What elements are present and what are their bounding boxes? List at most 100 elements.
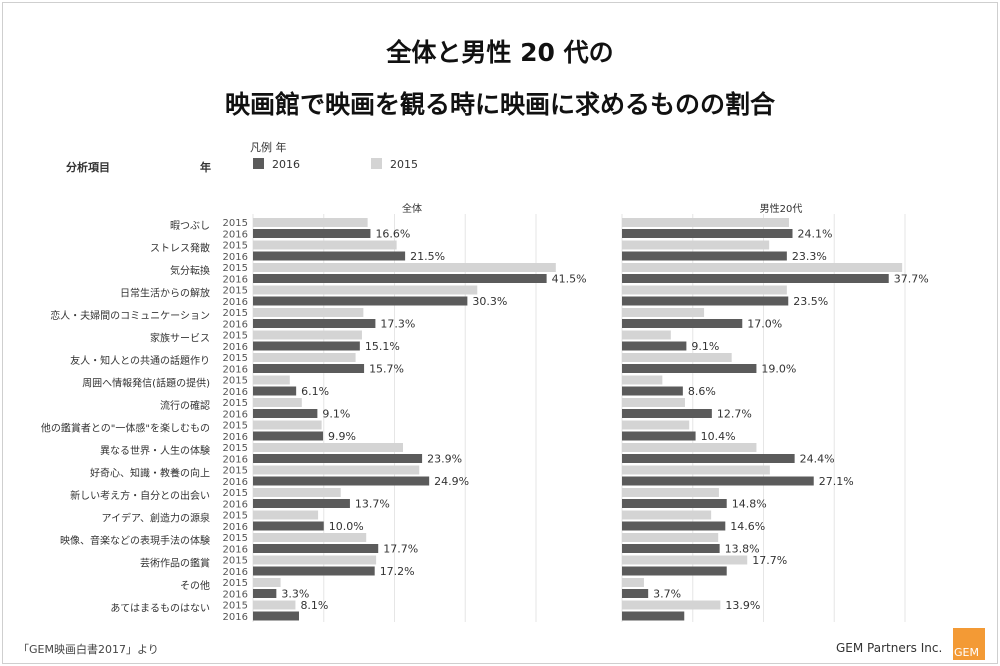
- header-analysis-item: 分析項目: [66, 161, 110, 174]
- bar-2016: [253, 274, 547, 283]
- bar-2016: [622, 296, 789, 306]
- year-tick-label: 2015: [223, 578, 248, 589]
- year-tick-label: 2015: [223, 556, 248, 567]
- bar-2015: [253, 263, 556, 272]
- year-tick-label: 2016: [223, 432, 248, 443]
- data-label: 37.7%: [894, 273, 929, 286]
- chart-title-line1: 全体と男性 20 代の: [386, 38, 614, 67]
- bar-2015: [622, 510, 712, 520]
- bar-2015: [253, 465, 420, 475]
- bar-2015: [622, 218, 789, 227]
- bar-2016: [253, 611, 299, 621]
- data-label: 17.2%: [380, 565, 415, 578]
- year-tick-label: 2015: [223, 241, 248, 252]
- year-tick-label: 2016: [223, 297, 248, 308]
- data-label: 8.6%: [688, 385, 716, 398]
- year-tick-label: 2015: [223, 218, 248, 229]
- data-label: 9.9%: [328, 430, 356, 443]
- bar-2016: [622, 409, 712, 418]
- bar-2016: [253, 319, 376, 328]
- category-label: 周囲へ情報発信(話題の提供): [82, 377, 210, 390]
- year-tick-label: 2015: [223, 286, 248, 297]
- year-tick-label: 2016: [223, 545, 248, 556]
- year-tick-label: 2016: [223, 230, 248, 241]
- bar-2016: [253, 454, 423, 463]
- bar-2016: [253, 544, 379, 553]
- category-label: 日常生活からの解放: [120, 287, 210, 300]
- data-label: 15.7%: [369, 363, 404, 376]
- year-tick-label: 2015: [223, 308, 248, 319]
- data-label: 23.5%: [793, 295, 828, 308]
- category-label: 異なる世界・人生の体験: [100, 444, 210, 457]
- category-label: あてはまるものはない: [110, 603, 210, 615]
- bar-chart: 全体 16.6%21.5% 41.5% 30.3% 17.3% 15.1% 15.7% 6.1…: [41, 202, 929, 623]
- year-tick-label: 2016: [223, 365, 248, 376]
- year-tick-label: 2016: [223, 275, 248, 286]
- bar-2016: [622, 454, 795, 463]
- year-tick-label: 2015: [223, 488, 248, 499]
- year-tick-label: 2016: [223, 252, 248, 263]
- year-tick-label: 2015: [223, 511, 248, 522]
- bar-2016: [253, 229, 371, 238]
- data-label: 14.6%: [730, 520, 765, 533]
- year-tick-label: 2016: [223, 522, 248, 533]
- year-tick-label: 2016: [223, 567, 248, 578]
- bar-2015: [253, 420, 322, 430]
- bar-2016: [253, 364, 365, 373]
- data-label: 17.7%: [383, 543, 418, 556]
- year-tick-label: 2016: [223, 590, 248, 601]
- bar-2016: [253, 409, 318, 418]
- category-label: 流行の確認: [160, 399, 210, 412]
- category-label: 映像、音楽などの表現手法の体験: [60, 534, 210, 547]
- bar-2016: [622, 364, 757, 373]
- bar-2015: [253, 375, 290, 385]
- data-label: 15.1%: [365, 340, 400, 353]
- bar-2015: [622, 578, 644, 587]
- year-tick-label: 2015: [223, 443, 248, 454]
- data-label: 12.7%: [717, 408, 752, 421]
- bar-2015: [253, 240, 397, 250]
- year-tick-label: 2015: [223, 533, 248, 544]
- year-tick-label: 2016: [223, 612, 248, 623]
- data-label: 8.1%: [300, 599, 328, 612]
- data-label: 17.3%: [380, 318, 415, 331]
- bar-2015: [253, 285, 478, 295]
- bar-2016: [622, 566, 727, 576]
- bar-2015: [622, 600, 721, 610]
- bar-2015: [253, 510, 319, 520]
- bar-2015: [622, 533, 719, 542]
- year-tick-label: 2015: [223, 421, 248, 432]
- category-label: 気分転換: [170, 264, 210, 277]
- data-label: 21.5%: [410, 250, 445, 263]
- legend-title: 凡例 年: [250, 141, 287, 154]
- data-label: 41.5%: [552, 273, 587, 286]
- data-label: 10.0%: [329, 520, 364, 533]
- category-label: 家族サービス: [150, 332, 210, 345]
- bar-2016: [253, 499, 350, 508]
- bar-2015: [622, 285, 787, 295]
- year-tick-label: 2015: [223, 353, 248, 364]
- data-label: 13.9%: [725, 599, 760, 612]
- bar-2015: [622, 308, 705, 317]
- data-label: 3.3%: [281, 588, 309, 601]
- category-label: 友人・知人との共通の話題作り: [70, 354, 210, 367]
- bar-2015: [622, 375, 663, 385]
- year-tick-label: 2016: [223, 500, 248, 511]
- category-label: アイデア、創造力の源泉: [102, 512, 211, 525]
- bar-2015: [253, 353, 356, 362]
- category-label: 暇つぶし: [170, 220, 210, 232]
- panel-title: 男性20代: [760, 202, 803, 215]
- category-label: 恋人・夫婦間のコミュニケーション: [50, 309, 210, 322]
- bar-2016: [253, 386, 297, 396]
- source-note: 「GEM映画白書2017」より: [18, 643, 159, 656]
- company-name: GEM Partners Inc.: [836, 641, 943, 655]
- bar-2015: [253, 555, 377, 565]
- bar-2015: [622, 488, 719, 497]
- year-tick-label: 2016: [223, 387, 248, 398]
- bar-2016: [622, 589, 649, 598]
- data-label: 14.8%: [732, 498, 767, 511]
- bar-2016: [253, 251, 406, 261]
- bar-2015: [253, 308, 364, 317]
- legend-swatch-2015: [371, 158, 382, 169]
